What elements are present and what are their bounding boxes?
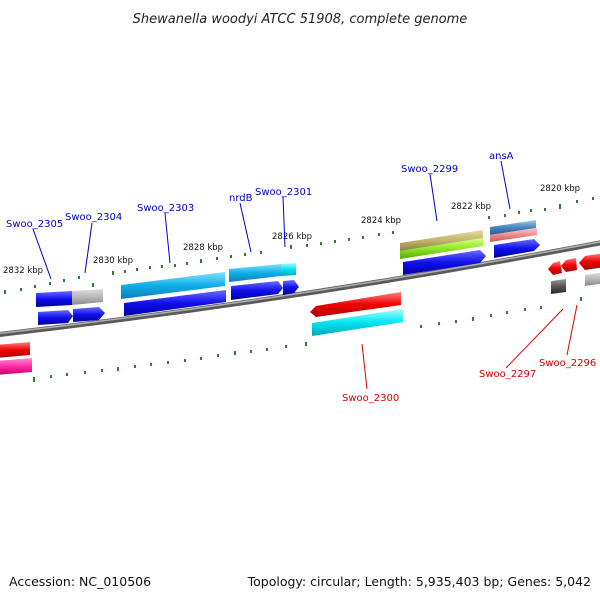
gene-label-swoo-2303[interactable]: Swoo_2303 — [137, 203, 194, 214]
tick-label-2832: 2832 kbp — [3, 266, 43, 276]
cds-arrow-swoo-2301[interactable] — [283, 280, 299, 295]
gene-label-nrdB[interactable]: nrdB — [229, 193, 253, 204]
gene-feature-ansA-a[interactable] — [490, 220, 536, 235]
gene-feature-swoo-2299-b[interactable] — [400, 238, 483, 259]
gene-label-ansA[interactable]: ansA — [489, 151, 514, 162]
cds-arrow-swoo-2299[interactable] — [403, 250, 486, 275]
gene-feature-nrdB[interactable] — [229, 264, 281, 282]
gene-feature-right-edge[interactable] — [585, 272, 600, 286]
cds-arrow-swoo-2296[interactable] — [561, 258, 577, 272]
tick-label-2822: 2822 kbp — [451, 202, 491, 212]
gene-feature-ansA-b[interactable] — [490, 228, 537, 242]
accession-text: Accession: NC_010506 — [9, 574, 151, 589]
cds-arrow-swoo-2305[interactable] — [38, 310, 73, 325]
gene-label-swoo-2305[interactable]: Swoo_2305 — [6, 219, 63, 230]
gene-label-swoo-2297[interactable]: Swoo_2297 — [479, 369, 536, 380]
tick-label-2824: 2824 kbp — [361, 216, 401, 226]
forward-strand-cds — [38, 239, 540, 325]
gene-feature-left-edge[interactable] — [0, 358, 32, 375]
gene-feature-swoo-2301[interactable] — [281, 263, 296, 276]
gene-feature-swoo-2300[interactable] — [312, 309, 403, 336]
gene-feature-swoo-2297[interactable] — [551, 279, 566, 294]
forward-strand-features — [36, 220, 537, 307]
gene-feature-swoo-2305[interactable] — [36, 291, 72, 307]
cds-arrow-swoo-2303[interactable] — [124, 290, 226, 316]
genome-backbone — [0, 240, 600, 337]
forward-leader-lines — [32, 160, 511, 280]
cds-arrow-nrdB[interactable] — [231, 281, 283, 300]
gene-label-swoo-2296[interactable]: Swoo_2296 — [539, 358, 596, 369]
reverse-leader-lines — [361, 304, 578, 390]
gene-label-swoo-2300[interactable]: Swoo_2300 — [342, 393, 399, 404]
outer-tick-ring — [4, 197, 594, 294]
gene-label-swoo-2301[interactable]: Swoo_2301 — [255, 187, 312, 198]
gene-feature-swoo-2303[interactable] — [121, 272, 225, 299]
gene-feature-swoo-2304[interactable] — [72, 289, 103, 305]
tick-label-2826: 2826 kbp — [272, 232, 312, 242]
gene-label-swoo-2304[interactable]: Swoo_2304 — [65, 212, 122, 223]
gene-feature-swoo-2299-a[interactable] — [400, 230, 483, 251]
gene-label-swoo-2299[interactable]: Swoo_2299 — [401, 164, 458, 175]
cds-arrow-left-edge[interactable] — [0, 342, 30, 358]
cds-arrow-swoo-2304[interactable] — [73, 307, 105, 322]
map-title: Shewanella woodyi ATCC 51908, complete g… — [133, 12, 468, 27]
tick-label-2830: 2830 kbp — [93, 256, 133, 266]
cds-arrow-swoo-2297[interactable] — [548, 261, 562, 275]
genome-summary-text: Topology: circular; Length: 5,935,403 bp… — [247, 574, 591, 589]
cds-arrow-right-edge[interactable] — [579, 253, 600, 270]
tick-label-2820: 2820 kbp — [540, 184, 580, 194]
cds-arrow-ansA[interactable] — [494, 239, 540, 258]
tick-label-2828: 2828 kbp — [183, 243, 223, 253]
reverse-strand-features — [0, 253, 600, 375]
cds-arrow-swoo-2300[interactable] — [310, 292, 401, 317]
inner-tick-ring — [33, 297, 582, 382]
